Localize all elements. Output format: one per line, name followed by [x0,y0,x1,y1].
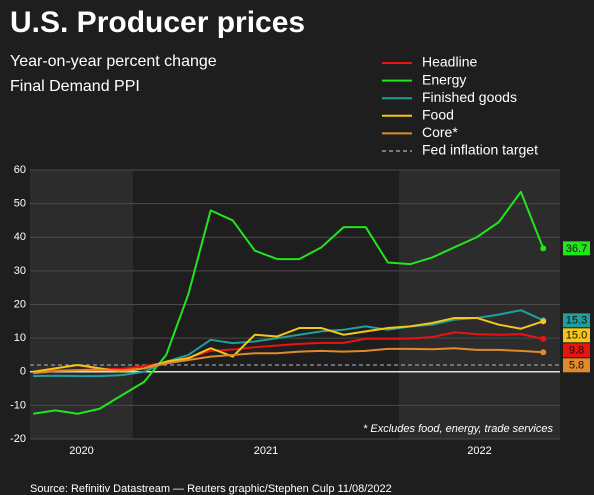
y-tick-label: 40 [14,231,26,243]
end-dot [540,349,547,356]
end-dot [540,318,547,325]
chart-title: U.S. Producer prices [10,6,305,39]
y-tick-label: 30 [14,265,26,277]
value-label-box [563,343,590,358]
legend-label: Food [422,107,454,123]
legend-label: Finished goods [422,89,517,105]
y-tick-label: -20 [10,433,26,445]
subtitle: Year-on-year percent change [10,53,217,70]
end-dot [540,245,547,252]
series-line [33,309,544,378]
series-line [33,347,544,375]
value-label: 5.8 [569,360,584,372]
value-label-box [563,241,590,256]
y-tick-label: 0 [20,366,26,378]
x-tick-label: 2021 [254,445,278,457]
y-tick-label: 50 [14,198,26,210]
value-label-box [563,358,590,373]
source: Source: Refinitiv Datastream — Reuters g… [30,483,392,495]
value-label-box [563,313,590,328]
series-line [33,190,545,415]
x-tick-label: 2020 [69,445,93,457]
end-dot [540,335,547,342]
x-tick-label: 2022 [467,445,491,457]
value-label: 15.3 [566,315,587,327]
series-line [33,331,544,374]
legend-label: Headline [422,54,477,70]
legend-label: Fed inflation target [422,142,538,158]
footnote: * Excludes food, energy, trade services [363,423,553,435]
subtitle: Final Demand PPI [10,78,140,95]
y-tick-label: 60 [14,164,26,176]
legend-label: Core* [422,124,458,140]
value-label-box [563,328,590,343]
value-label: 15.0 [566,330,587,342]
legend-label: Energy [422,71,466,87]
value-label: 9.8 [569,345,584,357]
y-tick-label: -10 [10,399,26,411]
y-tick-label: 10 [14,332,26,344]
value-label: 36.7 [566,243,587,255]
y-tick-label: 20 [14,298,26,310]
